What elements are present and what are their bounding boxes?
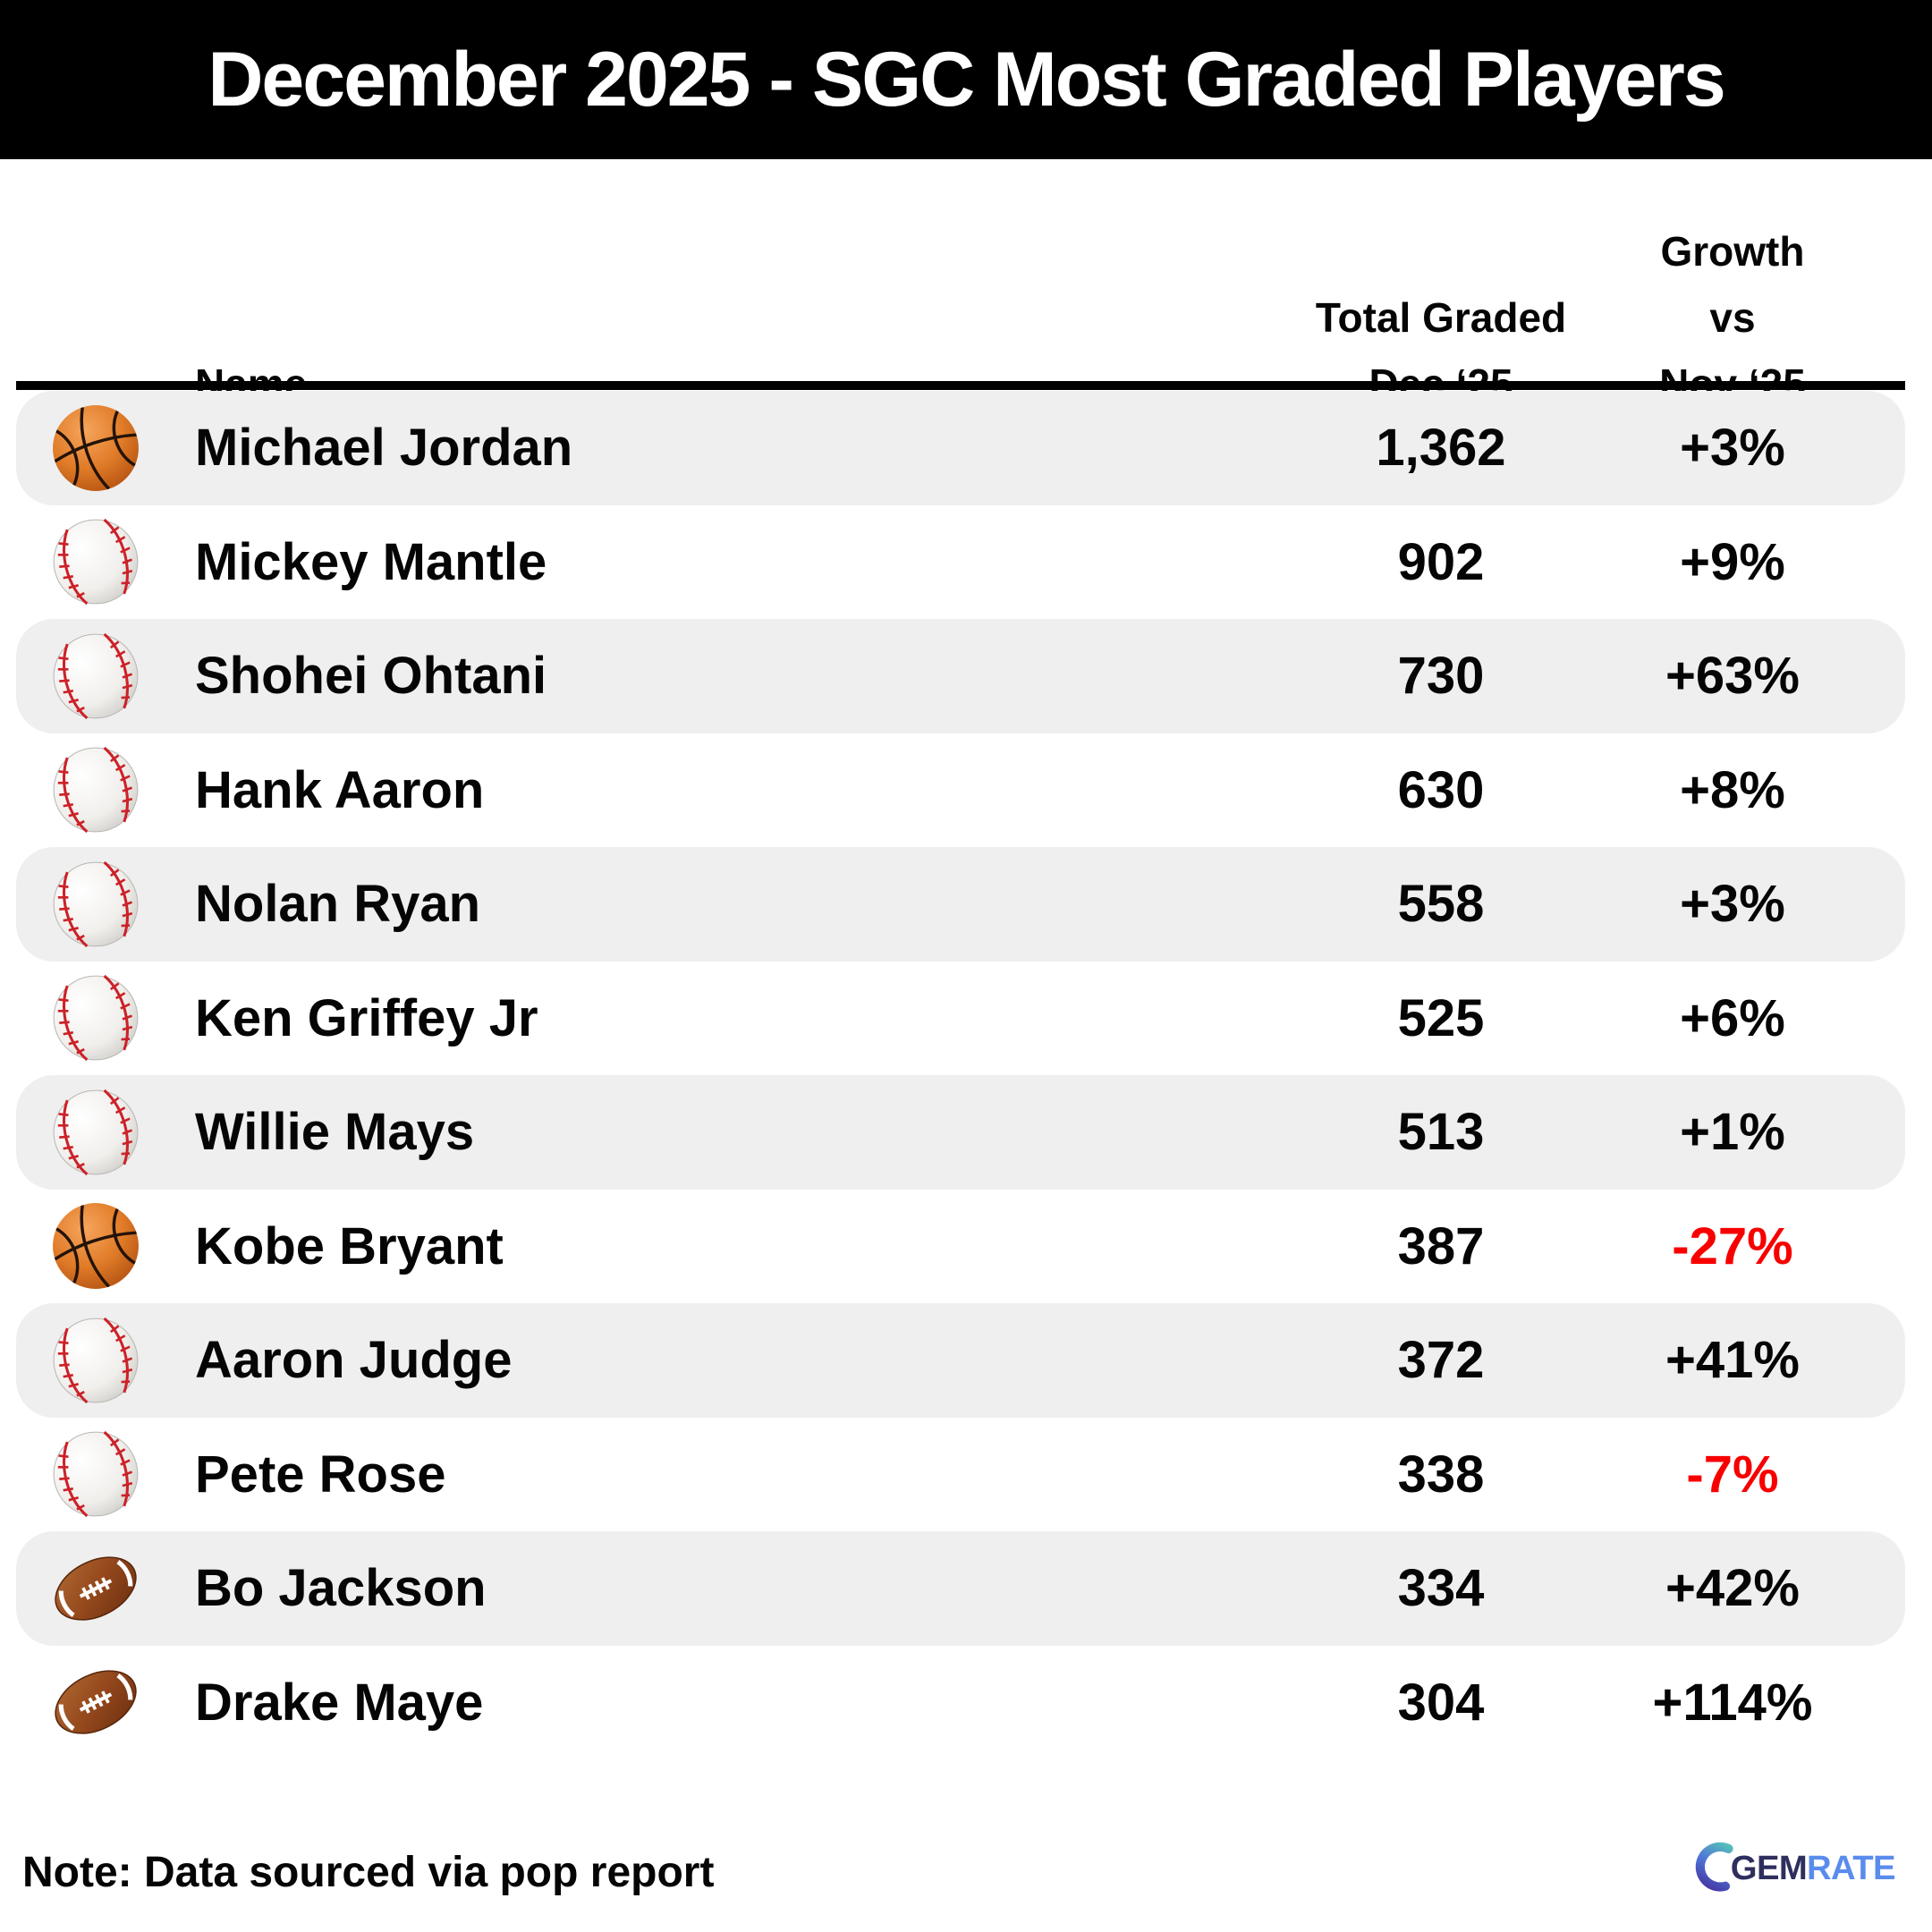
player-name: Aaron Judge: [195, 1331, 513, 1390]
baseball-icon: [16, 631, 175, 722]
growth-value: +8%: [1680, 760, 1785, 819]
growth-value: +3%: [1680, 875, 1785, 934]
growth-value: +9%: [1680, 532, 1785, 591]
player-name: Drake Maye: [195, 1673, 484, 1732]
table-row: Kobe Bryant 387 -27%: [16, 1190, 1905, 1304]
growth-value: +3%: [1680, 419, 1785, 478]
gemrate-logo-graphic: GEMRATE: [1695, 1842, 1896, 1892]
baseball-icon: [16, 972, 175, 1063]
total-graded-value: 334: [1397, 1559, 1485, 1618]
growth-value: +41%: [1665, 1331, 1800, 1390]
player-name: Nolan Ryan: [195, 875, 481, 934]
player-name: Pete Rose: [195, 1445, 446, 1504]
total-graded-value: 513: [1397, 1103, 1485, 1162]
total-graded-value: 902: [1397, 532, 1485, 591]
growth-value: +63%: [1665, 647, 1800, 706]
total-graded-value: 304: [1397, 1673, 1485, 1732]
baseball-icon: [16, 859, 175, 950]
growth-value: +1%: [1680, 1103, 1785, 1162]
growth-value: +114%: [1652, 1673, 1813, 1732]
football-icon: [16, 1657, 175, 1748]
growth-value: +6%: [1680, 988, 1785, 1047]
footnote: Note: Data sourced via pop report: [22, 1849, 715, 1896]
total-graded-value: 525: [1397, 988, 1485, 1047]
header-divider: [16, 381, 1905, 390]
total-graded-value: 387: [1397, 1216, 1485, 1275]
col-header-total-line1: Total Graded: [1315, 294, 1567, 341]
total-graded-value: 630: [1397, 760, 1485, 819]
total-graded-value: 372: [1397, 1331, 1485, 1390]
baseball-icon: [16, 1315, 175, 1406]
table-header: Name Total Graded Dec ‘25 Growth vs Nov …: [16, 218, 1905, 407]
table-row: Pete Rose 338 -7%: [16, 1418, 1905, 1532]
svg-text:GEMRATE: GEMRATE: [1731, 1849, 1895, 1887]
growth-value: +42%: [1665, 1559, 1800, 1618]
total-graded-value: 558: [1397, 875, 1485, 934]
baseball-icon: [16, 1428, 175, 1520]
total-graded-value: 730: [1397, 647, 1485, 706]
title-banner: December 2025 - SGC Most Graded Players: [0, 0, 1932, 159]
table-row: Ken Griffey Jr 525 +6%: [16, 962, 1905, 1076]
player-name: Bo Jackson: [195, 1559, 487, 1618]
baseball-icon: [16, 1087, 175, 1178]
logo-text-gem: GEM: [1731, 1849, 1807, 1887]
table-row: Willie Mays 513 +1%: [16, 1075, 1905, 1190]
player-name: Shohei Ohtani: [195, 647, 547, 706]
table-row: Michael Jordan 1,362 +3%: [16, 391, 1905, 505]
gemrate-logo: GEMRATE: [1694, 1835, 1905, 1893]
table-row: Aaron Judge 372 +41%: [16, 1303, 1905, 1418]
table-row: Shohei Ohtani 730 +63%: [16, 619, 1905, 733]
players-table-body: Michael Jordan 1,362 +3% Mickey Mantle 902 +…: [16, 391, 1905, 1759]
growth-value: -27%: [1672, 1216, 1793, 1275]
table-row: Mickey Mantle 902 +9%: [16, 505, 1905, 620]
growth-value: -7%: [1686, 1445, 1779, 1504]
table-row: Drake Maye 304 +114%: [16, 1646, 1905, 1760]
player-name: Michael Jordan: [195, 419, 573, 478]
football-icon: [16, 1543, 175, 1634]
page-title: December 2025 - SGC Most Graded Players: [208, 36, 1725, 123]
table-row: Nolan Ryan 558 +3%: [16, 847, 1905, 962]
player-name: Willie Mays: [195, 1103, 475, 1162]
gemrate-arc-icon: [1695, 1842, 1733, 1892]
player-name: Kobe Bryant: [195, 1216, 504, 1275]
player-name: Hank Aaron: [195, 760, 485, 819]
baseball-icon: [16, 516, 175, 607]
total-graded-value: 338: [1397, 1445, 1485, 1504]
col-header-growth-line1: Growth vs: [1660, 228, 1805, 341]
total-graded-value: 1,362: [1376, 419, 1506, 478]
basketball-icon: [16, 402, 175, 494]
table-row: Hank Aaron 630 +8%: [16, 733, 1905, 848]
baseball-icon: [16, 744, 175, 835]
logo-text-rate: RATE: [1807, 1849, 1895, 1887]
player-name: Mickey Mantle: [195, 532, 547, 591]
player-name: Ken Griffey Jr: [195, 988, 538, 1047]
table-row: Bo Jackson 334 +42%: [16, 1531, 1905, 1646]
basketball-icon: [16, 1200, 175, 1292]
